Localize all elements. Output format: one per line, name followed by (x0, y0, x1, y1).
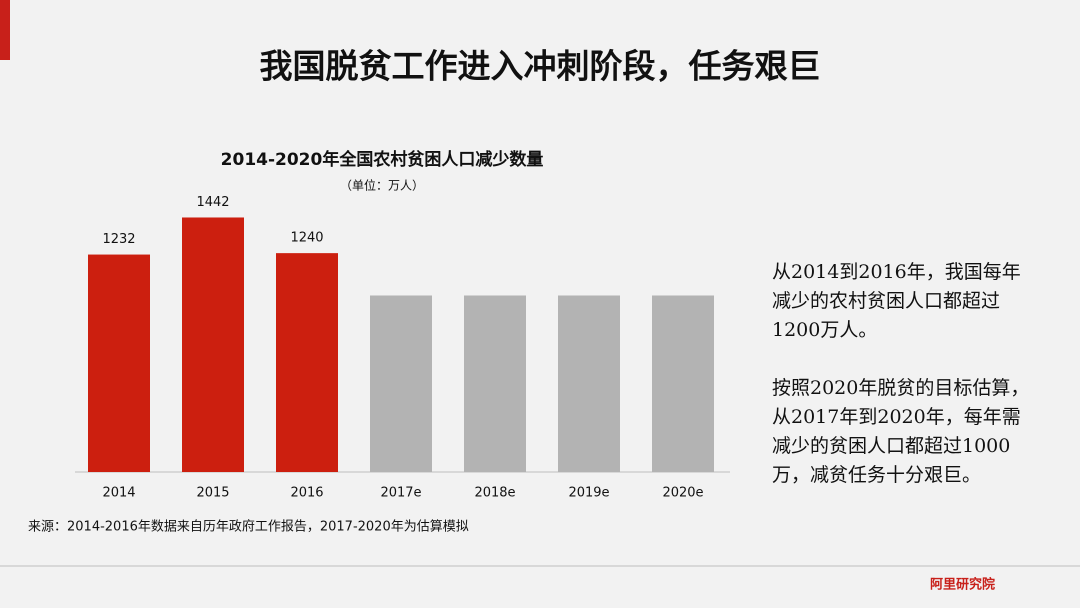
source-note: 来源：2014-2016年数据来自历年政府工作报告，2017-2020年为估算模… (28, 520, 469, 535)
text-line: 从2017年到2020年，每年需 (772, 406, 1021, 428)
x-tick-label: 2017e (380, 486, 421, 501)
bar (558, 295, 620, 472)
bar (88, 254, 150, 472)
text-line: 按照2020年脱贫的目标估算， (772, 377, 1030, 399)
side-text: 从2014到2016年，我国每年 减少的农村贫困人口都超过 1200万人。按照202… (772, 258, 1062, 519)
bar (182, 217, 244, 472)
chart-title: 2014-2020年全国农村贫困人口减少数量 (221, 149, 544, 170)
paragraph: 从2014到2016年，我国每年 减少的农村贫困人口都超过 1200万人。 (772, 258, 1062, 345)
logo-text: 阿里研究院 (930, 577, 995, 593)
x-tick-label: 2020e (662, 486, 703, 501)
text-line: 万，减贫任务十分艰巨。 (772, 464, 982, 486)
x-tick-label: 2019e (568, 486, 609, 501)
text-line: 1200万人。 (772, 319, 878, 341)
data-label: 1442 (196, 195, 229, 210)
x-tick-label: 2015 (196, 486, 229, 501)
text-line: 从2014到2016年，我国每年 (772, 261, 1021, 283)
chart-subtitle: （单位：万人） (340, 178, 424, 193)
data-label: 1232 (102, 232, 135, 247)
bar (652, 295, 714, 472)
slide-title: 我国脱贫工作进入冲刺阶段，任务艰巨 (260, 47, 821, 86)
bar (370, 295, 432, 472)
bar (276, 253, 338, 472)
bar (464, 295, 526, 472)
x-tick-label: 2018e (474, 486, 515, 501)
data-label: 1240 (290, 231, 323, 246)
x-tick-label: 2014 (102, 486, 135, 501)
text-line: 减少的农村贫困人口都超过 (772, 290, 1001, 312)
x-tick-label: 2016 (290, 486, 323, 501)
text-line: 减少的贫困人口都超过1000 (772, 435, 1011, 457)
accent-bar (0, 0, 10, 60)
paragraph: 按照2020年脱贫的目标估算， 从2017年到2020年，每年需 减少的贫困人口都超… (772, 374, 1062, 490)
